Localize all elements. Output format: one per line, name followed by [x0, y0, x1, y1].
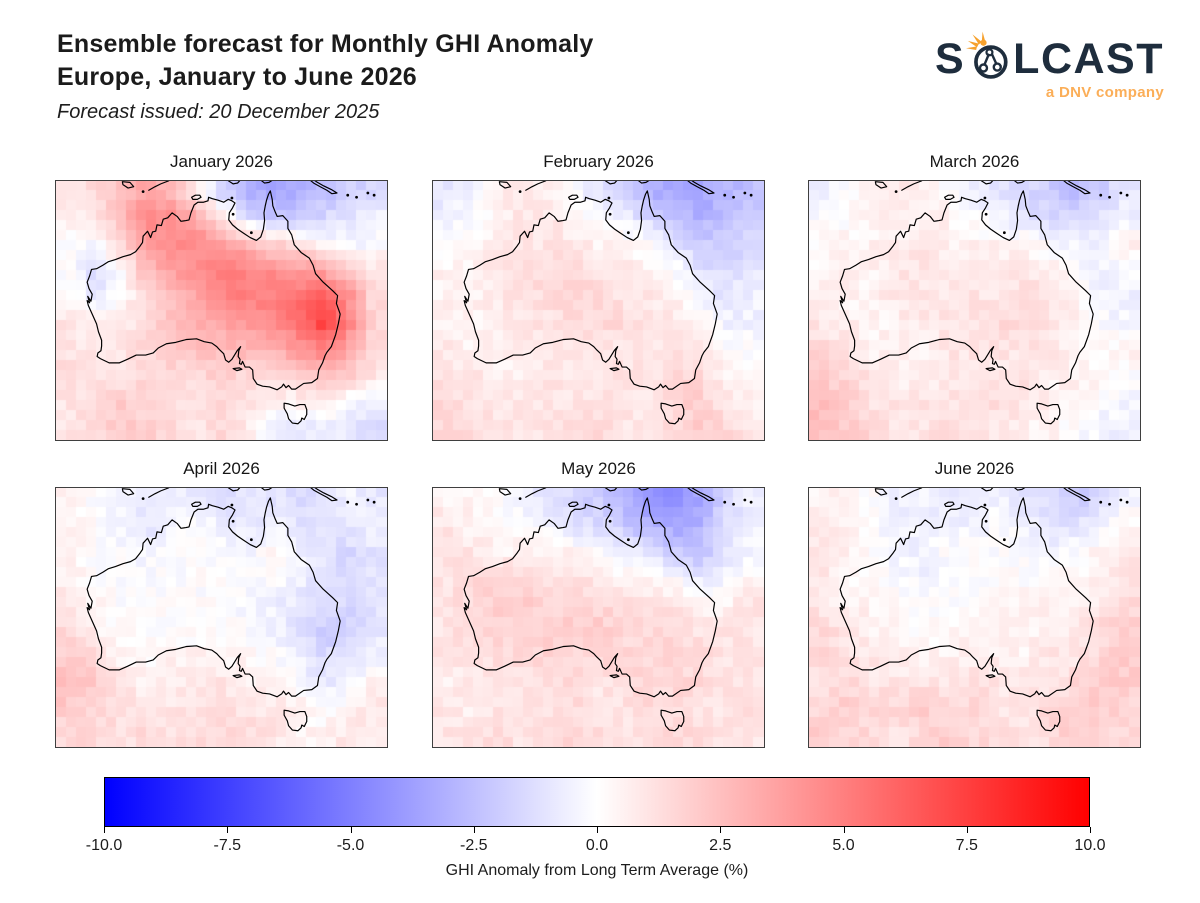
- logo-tagline: a DNV company: [1045, 84, 1164, 101]
- colorbar-tick-label: -7.5: [213, 837, 242, 854]
- coastline-overlay: [86, 181, 376, 425]
- map-panel-january: January 2026: [55, 152, 388, 441]
- colorbar-tick-label: 7.5: [955, 837, 978, 854]
- colorbar-tick-mark: [966, 827, 968, 833]
- header: Ensemble forecast for Monthly GHI Anomal…: [57, 28, 594, 124]
- coastline-overlay: [463, 488, 753, 732]
- map-panel-march: March 2026: [808, 152, 1141, 441]
- anomaly-heatmap-canvas: [809, 488, 1140, 747]
- page-title-line-2: Europe, January to June 2026: [57, 63, 417, 91]
- colorbar-tick-mark: [227, 827, 229, 833]
- forecast-issued-subtitle: Forecast issued: 20 December 2025: [57, 101, 380, 123]
- colorbar-axis-label: GHI Anomaly from Long Term Average (%): [445, 862, 749, 879]
- node-circle-icon: [974, 45, 1008, 79]
- map-title: February 2026: [543, 152, 654, 171]
- colorbar-tick-mark: [597, 827, 598, 833]
- colorbar-tick-label: 2.5: [709, 837, 732, 854]
- solcast-wordmark: S LCAST: [934, 30, 1164, 84]
- map-panel-february: February 2026: [432, 152, 765, 441]
- logo-letter-s: S: [934, 35, 966, 84]
- map-title: April 2026: [183, 459, 260, 478]
- colorbar-gradient: [104, 777, 1090, 827]
- colorbar-tick-label: 0.0: [585, 837, 609, 854]
- anomaly-heatmap-canvas: [56, 488, 387, 747]
- map-panel-june: June 2026: [808, 459, 1141, 748]
- colorbar-tick-mark: [720, 827, 722, 833]
- sun-rays-icon: [966, 31, 987, 51]
- solcast-o-sun-icon: [966, 31, 1008, 79]
- colorbar-tick-mark: [104, 827, 105, 833]
- colorbar-tick-label: -5.0: [336, 837, 365, 854]
- colorbar-tick-label: -2.5: [460, 837, 488, 854]
- anomaly-heatmap-canvas: [433, 488, 764, 747]
- coastline-overlay: [463, 181, 753, 425]
- colorbar-tick-mark: [1090, 827, 1091, 833]
- colorbar-tick-label: 5.0: [832, 837, 855, 854]
- coastline-overlay: [839, 181, 1129, 425]
- logo-letters-lcast: LCAST: [1013, 35, 1164, 84]
- map-panel-may: May 2026: [432, 459, 765, 748]
- colorbar-tick-mark: [843, 827, 845, 833]
- coastline-overlay: [839, 488, 1129, 732]
- map-title: March 2026: [929, 152, 1020, 171]
- map-panel-april: April 2026: [55, 459, 388, 748]
- anomaly-heatmap-canvas: [433, 181, 764, 440]
- map-title: January 2026: [169, 152, 274, 171]
- page-title-line-1: Ensemble forecast for Monthly GHI Anomal…: [57, 30, 594, 58]
- solcast-logo: S LCAST: [935, 30, 1164, 101]
- colorbar-tick-label: -10.0: [85, 837, 123, 854]
- colorbar-tick-label: 10.0: [1074, 837, 1106, 854]
- coastline-overlay: [86, 488, 376, 732]
- colorbar-tick-mark: [350, 827, 352, 833]
- colorbar-tick-mark: [473, 827, 475, 833]
- anomaly-heatmap-canvas: [56, 181, 387, 440]
- map-title: June 2026: [934, 459, 1015, 478]
- map-title: May 2026: [561, 459, 636, 478]
- anomaly-heatmap-canvas: [809, 181, 1140, 440]
